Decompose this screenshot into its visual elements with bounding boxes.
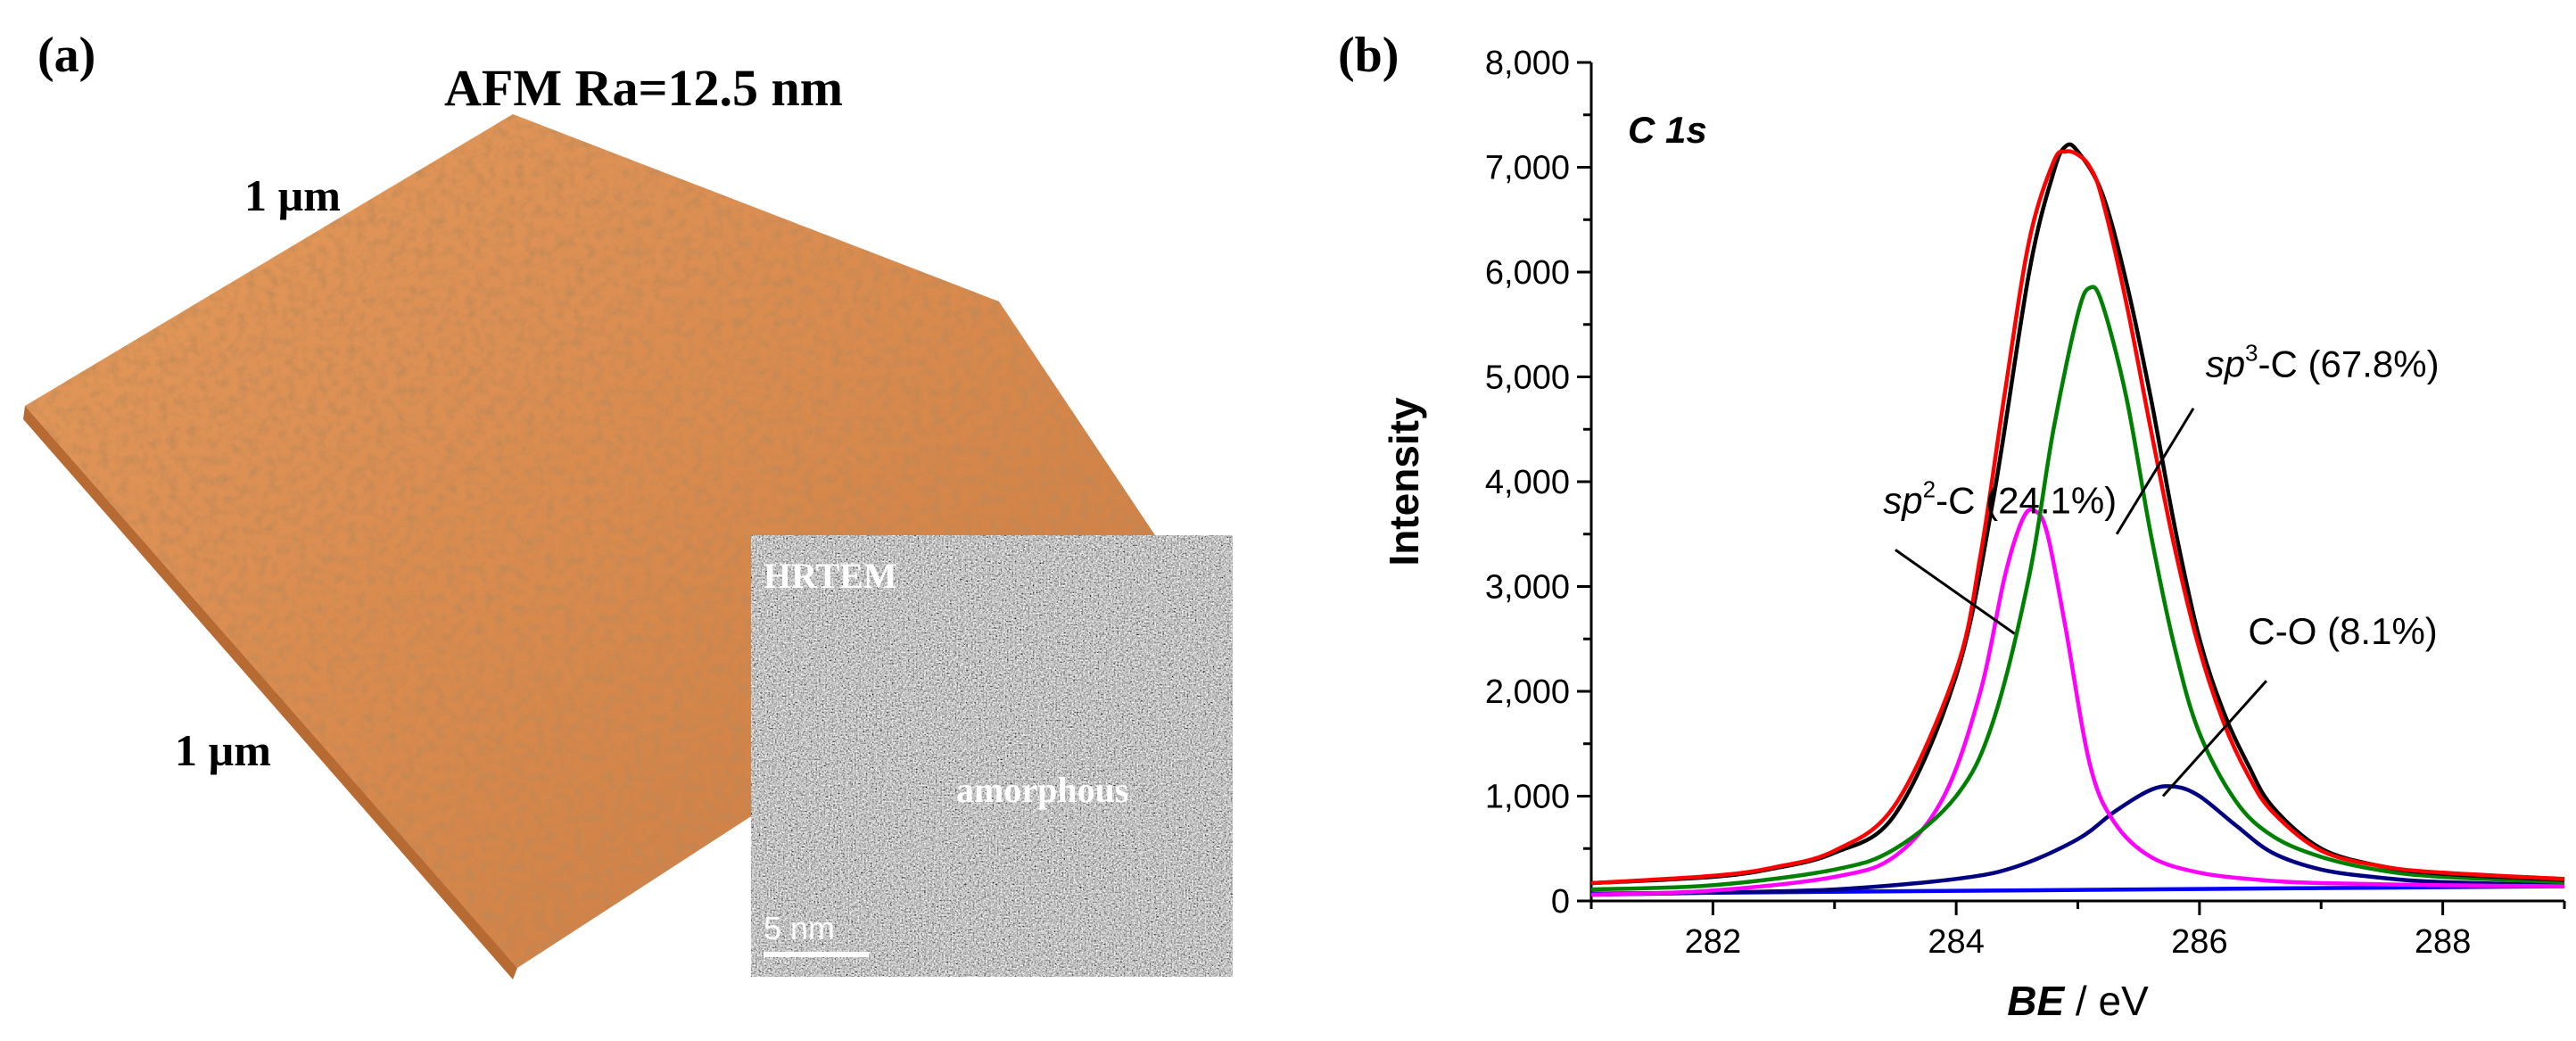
series-envelope bbox=[1590, 149, 2565, 886]
panel-a-label: (a) bbox=[37, 28, 96, 83]
annotation-sp3-superscript: 3 bbox=[2245, 340, 2258, 367]
series-sp2-c bbox=[1590, 507, 2565, 897]
hrtem-image bbox=[751, 535, 1233, 977]
hrtem-inset: HRTEM amorphous 5 nm bbox=[751, 535, 1233, 977]
annotation-sp2-label: -C (24.1%) bbox=[1936, 479, 2117, 521]
afm-surface-front-edge bbox=[23, 406, 517, 979]
y-axis-label: Intensity bbox=[1381, 397, 1427, 566]
annotation-sp2-prefix: sp bbox=[1883, 479, 1922, 521]
chart-title: C 1s bbox=[1628, 109, 1707, 151]
xps-panel: (b) 282 284 286 288 0 1,000 2,000 3,000 4,000 5,0… bbox=[1284, 0, 2576, 1041]
hrtem-label: HRTEM bbox=[764, 556, 897, 596]
y-tick-label: 1,000 bbox=[1485, 779, 1570, 816]
scale-bar-label: 5 nm bbox=[764, 910, 836, 946]
afm-surface bbox=[23, 114, 1164, 979]
annotation-sp3-prefix: sp bbox=[2206, 343, 2245, 385]
y-tick-label: 7,000 bbox=[1485, 150, 1570, 187]
annotation-sp3: sp3-C (67.8%) bbox=[2206, 340, 2440, 385]
annotation-leader-co bbox=[2161, 680, 2267, 797]
afm-dimension-top: 1 µm bbox=[244, 170, 341, 220]
annotation-sp2: sp2-C (24.1%) bbox=[1883, 475, 2117, 521]
annotation-sp2-superscript: 2 bbox=[1923, 475, 1936, 502]
x-axis-label: BE / eV bbox=[2007, 978, 2149, 1024]
x-axis-label-symbol: BE bbox=[2007, 978, 2065, 1024]
x-tick-label: 284 bbox=[1928, 923, 1984, 961]
annotation-co: C-O (8.1%) bbox=[2248, 610, 2437, 652]
series-sp3-c bbox=[1590, 285, 2565, 892]
panel-b-label: (b) bbox=[1338, 28, 1399, 83]
y-tick-label: 6,000 bbox=[1485, 254, 1570, 292]
y-tick-label: 4,000 bbox=[1485, 464, 1570, 501]
y-tick-label: 5,000 bbox=[1485, 359, 1570, 397]
afm-dimension-left: 1 µm bbox=[175, 725, 271, 775]
y-tick-label: 8,000 bbox=[1485, 45, 1570, 82]
annotation-sp3-label: -C (67.8%) bbox=[2258, 343, 2440, 385]
x-tick-label: 286 bbox=[2171, 923, 2227, 961]
afm-panel: (a) AFM Ra=12.5 nm 1 µm 1 µm bbox=[0, 0, 1276, 1041]
y-tick-label: 0 bbox=[1551, 883, 1570, 921]
series-c-o bbox=[1590, 784, 2565, 897]
y-tick-label: 2,000 bbox=[1485, 673, 1570, 711]
annotation-co-label: C-O (8.1%) bbox=[2248, 610, 2437, 652]
afm-surface-plane bbox=[25, 114, 1164, 968]
x-axis-label-unit: / eV bbox=[2064, 978, 2149, 1024]
amorphous-label: amorphous bbox=[956, 770, 1129, 810]
annotation-leader-sp2 bbox=[1895, 549, 2016, 635]
afm-title: AFM Ra=12.5 nm bbox=[444, 59, 844, 117]
xps-chart: 282 284 286 288 0 1,000 2,000 3,000 4,000 5,000 6,… bbox=[1381, 45, 2566, 1024]
x-tick-label: 282 bbox=[1685, 923, 1741, 961]
y-tick-label: 3,000 bbox=[1485, 569, 1570, 607]
annotation-leader-sp3 bbox=[2115, 407, 2195, 535]
x-tick-label: 288 bbox=[2415, 923, 2471, 961]
